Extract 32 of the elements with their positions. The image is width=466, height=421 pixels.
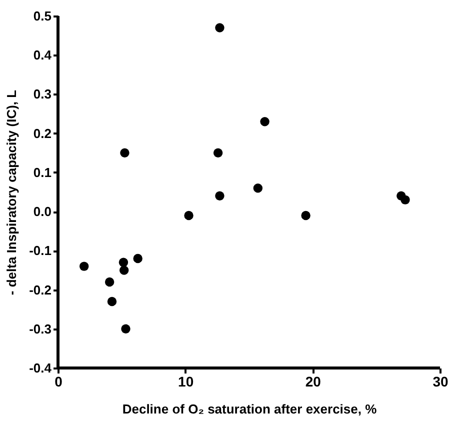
point	[213, 148, 223, 158]
point	[119, 266, 129, 275]
y-tick-label: 0.0	[33, 204, 52, 220]
x-tick-label: 0	[54, 374, 63, 390]
y-tick-label: -0.4	[29, 360, 52, 376]
y-tick-label: 0.5	[33, 8, 52, 24]
point	[121, 324, 130, 334]
point	[79, 262, 89, 271]
point	[118, 258, 128, 267]
x-tick-label: 10	[178, 374, 194, 390]
point	[215, 23, 224, 32]
y-tick-label: 0.3	[33, 86, 52, 102]
point	[107, 296, 117, 306]
x-axis-title: Decline of O₂ saturation after exercise, %	[122, 402, 378, 416]
point	[253, 183, 263, 193]
point	[104, 277, 114, 287]
point	[133, 254, 142, 264]
y-tick-label: -0.1	[29, 243, 52, 258]
y-tick-label: -0.3	[29, 321, 52, 336]
x-tick-label: 30	[432, 374, 448, 390]
point	[215, 191, 224, 201]
y-tick-label: 0.2	[33, 126, 52, 141]
x-tick-label: 20	[305, 374, 322, 390]
point	[301, 210, 310, 220]
point	[400, 195, 410, 204]
point	[260, 117, 270, 126]
y-tick-label: -0.2	[29, 282, 52, 298]
point	[120, 148, 130, 158]
y-tick-label: 0.4	[33, 48, 52, 63]
y-axis-title: - delta Inspiratory capacity (IC), L	[4, 90, 20, 296]
y-tick-label: 0.1	[33, 164, 52, 180]
point	[184, 210, 194, 220]
